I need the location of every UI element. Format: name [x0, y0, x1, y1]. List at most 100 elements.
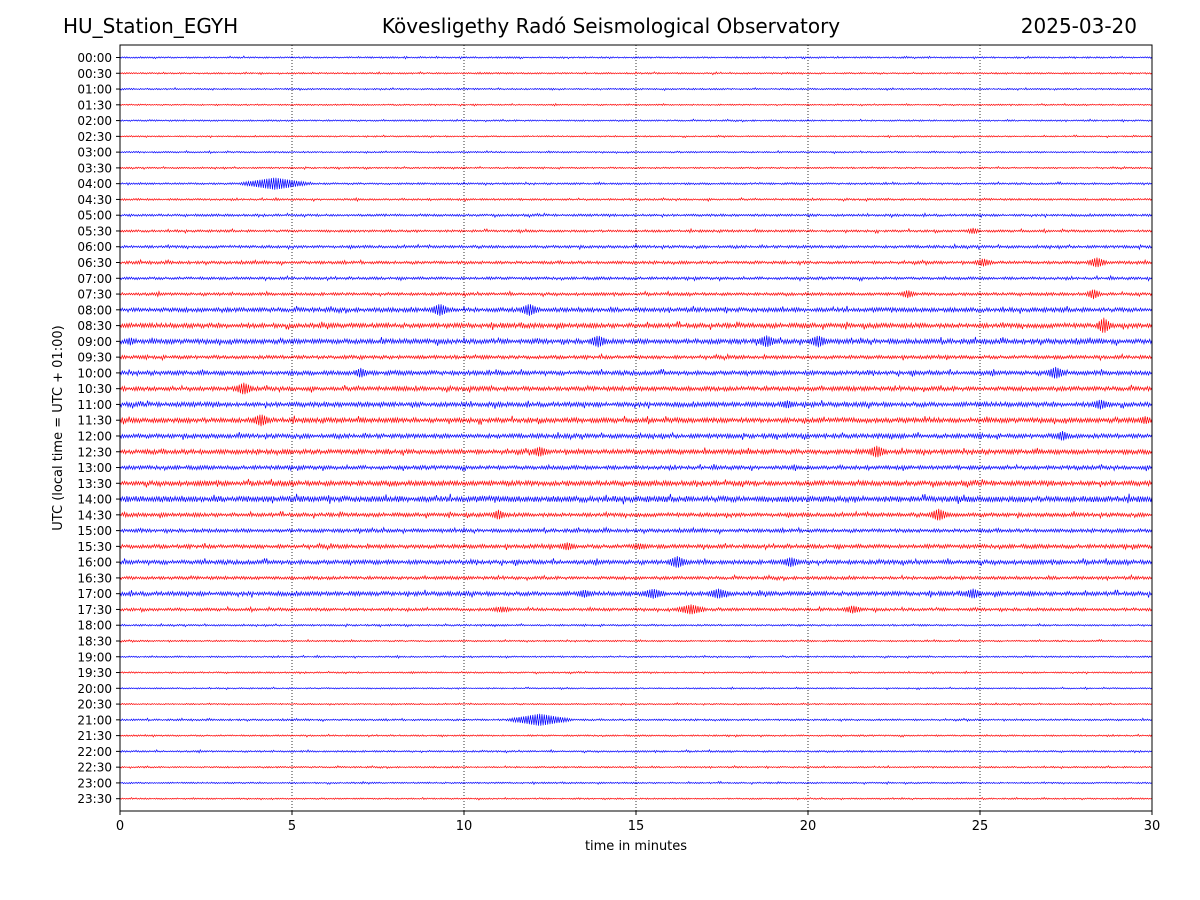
y-tick-label: 06:30 [77, 256, 112, 270]
y-tick-label: 12:00 [77, 429, 112, 443]
trace-0330 [119, 165, 1153, 171]
y-tick-label: 10:30 [77, 382, 112, 396]
x-tick-label: 30 [1144, 819, 1161, 834]
y-tick-label: 05:30 [77, 224, 112, 238]
trace-0030 [119, 71, 1153, 76]
trace-1030 [119, 382, 1153, 395]
y-tick-label: 09:00 [77, 335, 112, 349]
y-tick-label: 19:00 [77, 650, 112, 664]
trace-1100 [119, 399, 1153, 410]
x-tick-label: 5 [288, 819, 296, 834]
trace-2130 [119, 733, 1153, 738]
x-tick-label: 25 [972, 819, 989, 834]
trace-0900 [119, 335, 1153, 348]
y-tick-label: 07:30 [77, 288, 112, 302]
y-tick-label: 08:30 [77, 319, 112, 333]
trace-1130 [119, 414, 1153, 427]
trace-0430 [119, 196, 1153, 203]
x-axis-label: time in minutes [585, 839, 687, 854]
trace-0800 [119, 304, 1153, 316]
y-tick-label: 09:30 [77, 351, 112, 365]
trace-0100 [119, 86, 1153, 92]
trace-0500 [119, 212, 1153, 219]
trace-1800 [119, 622, 1153, 628]
trace-1500 [119, 526, 1153, 535]
y-tick-label: 07:00 [77, 272, 112, 286]
y-tick-label: 13:30 [77, 477, 112, 491]
x-tick-label: 20 [800, 819, 817, 834]
y-tick-label: 22:00 [77, 745, 112, 759]
chart-date: 2025-03-20 [1020, 14, 1137, 38]
trace-0300 [119, 150, 1153, 155]
trace-0600 [119, 243, 1153, 251]
trace-1230 [119, 445, 1153, 458]
trace-1530 [119, 542, 1153, 551]
y-tick-label: 17:30 [77, 603, 112, 617]
y-tick-label: 00:30 [77, 67, 112, 81]
y-tick-label: 18:30 [77, 634, 112, 648]
y-tick-label: 15:30 [77, 540, 112, 554]
trace-1600 [119, 556, 1153, 568]
trace-2330 [119, 796, 1153, 801]
trace-1700 [119, 588, 1153, 599]
y-axis-label: UTC (local time = UTC + 01:00) [51, 325, 66, 530]
y-tick-label: 15:00 [77, 524, 112, 538]
y-tick-label: 23:00 [77, 776, 112, 790]
trace-0400 [119, 177, 1153, 190]
chart-title: Kövesligethy Radó Seismological Observat… [381, 14, 841, 38]
x-tick-label: 15 [628, 819, 645, 834]
y-tick-label: 13:00 [77, 461, 112, 475]
trace-1300 [119, 463, 1153, 472]
trace-1330 [119, 478, 1153, 488]
trace-2230 [119, 765, 1153, 770]
y-tick-label: 18:00 [77, 619, 112, 633]
y-tick-label: 02:30 [77, 130, 112, 144]
y-tick-label: 04:30 [77, 193, 112, 207]
trace-1630 [119, 573, 1153, 582]
y-tick-label: 08:00 [77, 303, 112, 317]
trace-0930 [119, 352, 1153, 362]
trace-0230 [119, 134, 1153, 139]
trace-2300 [119, 780, 1153, 786]
y-tick-label: 22:30 [77, 761, 112, 775]
x-tick-label: 0 [116, 819, 124, 834]
trace-0700 [119, 274, 1153, 282]
trace-0000 [119, 55, 1153, 60]
trace-2030 [119, 702, 1153, 706]
y-tick-label: 05:00 [77, 209, 112, 223]
y-tick-label: 03:00 [77, 146, 112, 160]
y-tick-label: 12:30 [77, 445, 112, 459]
trace-2200 [119, 748, 1153, 754]
trace-1400 [119, 493, 1153, 505]
trace-1930 [119, 670, 1153, 675]
y-tick-label: 11:30 [77, 414, 112, 428]
y-tick-label: 02:00 [77, 114, 112, 128]
y-tick-label: 01:30 [77, 98, 112, 112]
station-name: HU_Station_EGYH [63, 14, 239, 38]
trace-1000 [119, 366, 1153, 379]
y-tick-label: 00:00 [77, 51, 112, 65]
y-tick-label: 06:00 [77, 240, 112, 254]
y-tick-label: 14:30 [77, 508, 112, 522]
trace-1900 [119, 654, 1153, 659]
trace-0630 [119, 257, 1153, 268]
trace-0130 [119, 102, 1153, 107]
y-tick-label: 20:00 [77, 682, 112, 696]
trace-2000 [119, 686, 1153, 691]
y-tick-label: 11:00 [77, 398, 112, 412]
y-tick-label: 23:30 [77, 792, 112, 806]
y-tick-label: 14:00 [77, 493, 112, 507]
y-tick-label: 01:00 [77, 83, 112, 97]
trace-0530 [119, 227, 1153, 235]
y-tick-label: 04:00 [77, 177, 112, 191]
y-tick-label: 19:30 [77, 666, 112, 680]
y-tick-label: 17:00 [77, 587, 112, 601]
trace-2100 [119, 713, 1153, 726]
y-tick-label: 10:00 [77, 366, 112, 380]
y-tick-label: 16:00 [77, 556, 112, 570]
y-tick-label: 20:30 [77, 698, 112, 712]
trace-1730 [119, 604, 1153, 615]
trace-1830 [119, 638, 1153, 643]
y-tick-label: 03:30 [77, 161, 112, 175]
